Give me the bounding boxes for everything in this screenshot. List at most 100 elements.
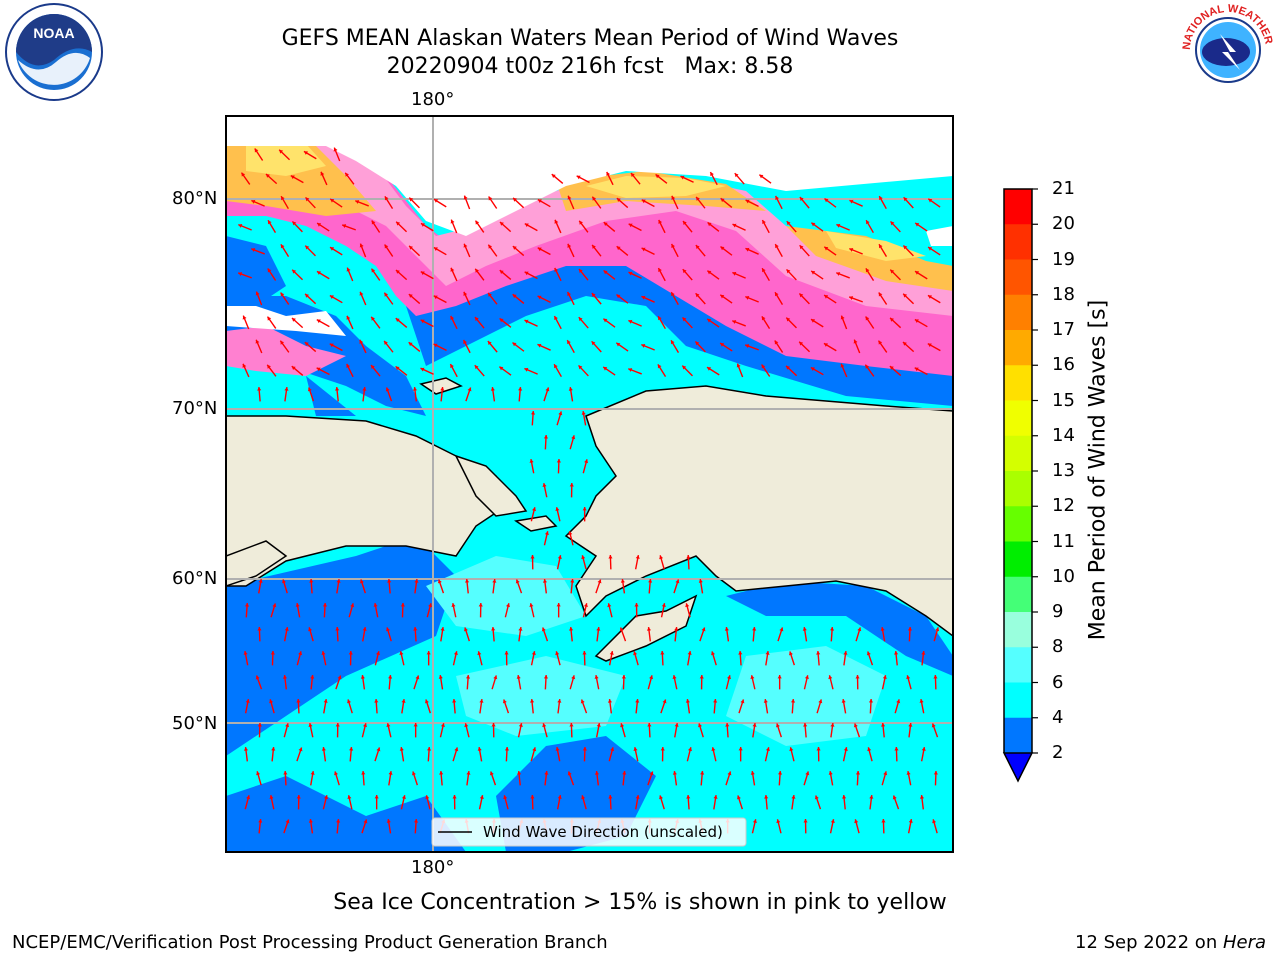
wave-direction-arrowhead: [591, 293, 596, 298]
wave-direction-arrowhead: [683, 221, 687, 225]
wave-direction-arrowhead: [373, 603, 378, 607]
wave-direction-arrowhead: [395, 269, 400, 274]
wave-direction-arrowhead: [279, 149, 284, 154]
wave-direction-arrowhead: [621, 675, 626, 679]
wave-direction-arrowhead: [280, 292, 285, 297]
wave-direction-arrowhead: [401, 795, 406, 800]
wave-direction-arrowhead: [896, 699, 901, 704]
wave-direction-arrowhead: [762, 220, 766, 225]
colorbar-tick-label: 20: [1052, 213, 1075, 235]
wave-direction-arrowhead: [836, 272, 841, 276]
wave-direction-arrowhead: [347, 699, 352, 704]
wave-direction-arrowhead: [789, 747, 794, 752]
wave-direction-arrowhead: [661, 603, 666, 607]
wave-direction-arrowhead: [387, 579, 392, 583]
wave-direction-arrowhead: [628, 319, 633, 324]
wave-direction-arrowhead: [571, 675, 576, 680]
wave-direction-arrowhead: [882, 675, 887, 679]
wave-direction-arrowhead: [700, 771, 705, 775]
wave-direction-arrowhead: [420, 319, 425, 324]
wave-direction-arrowhead: [840, 363, 845, 368]
wave-direction-arrowhead: [504, 651, 509, 655]
wave-direction-arrowhead: [682, 365, 687, 370]
wave-direction-arrowhead: [530, 699, 535, 703]
wave-direction-arrowhead: [707, 367, 712, 371]
wave-direction-arrowhead: [880, 627, 885, 631]
wave-direction-arrowhead: [841, 699, 846, 703]
wave-direction-arrowhead: [803, 819, 808, 823]
wave-direction-arrowhead: [736, 795, 741, 800]
colorbar-tick-label: 4: [1052, 706, 1064, 728]
wave-direction-arrowhead: [245, 699, 250, 703]
lon-label-top: 180°: [411, 89, 455, 110]
wave-direction-arrowhead: [775, 723, 780, 728]
wave-direction-arrowhead: [603, 318, 608, 323]
wave-direction-arrowhead: [296, 795, 301, 799]
wave-direction-arrowhead: [713, 795, 718, 799]
wave-direction-arrowhead: [467, 387, 472, 392]
wave-direction-arrowhead: [282, 579, 287, 584]
colorbar-tick-label: 12: [1052, 495, 1075, 517]
wave-direction-arrowhead: [620, 723, 625, 728]
wave-direction-arrowhead: [440, 387, 445, 391]
period-band-6-8: [426, 556, 886, 746]
wave-direction-arrowhead: [376, 747, 381, 752]
wave-direction-arrowhead: [881, 723, 886, 727]
wave-direction-arrowhead: [777, 771, 783, 775]
wave-direction-arrowhead: [537, 247, 542, 252]
wave-direction-arrowhead: [439, 771, 444, 775]
wave-direction-arrowhead: [329, 295, 334, 299]
wave-direction-arrowhead: [426, 747, 432, 751]
wave-direction-arrowhead: [271, 747, 276, 751]
wave-direction-arrowhead: [304, 342, 309, 346]
wave-direction-arrowhead: [371, 365, 375, 369]
wave-direction-arrowhead: [932, 819, 937, 824]
wave-direction-arrowhead: [499, 366, 504, 371]
wave-direction-arrowhead: [824, 295, 829, 299]
wave-direction-arrowhead: [513, 197, 517, 202]
wave-direction-arrowhead: [582, 651, 587, 655]
wave-direction-arrowhead: [894, 747, 899, 751]
wave-direction-arrowhead: [641, 344, 646, 348]
wave-direction-arrowhead: [359, 291, 364, 296]
wave-direction-arrowhead: [828, 771, 833, 775]
wave-direction-arrowhead: [568, 531, 573, 536]
wave-direction-arrowhead: [657, 364, 662, 369]
colorbar-segment: [1004, 717, 1032, 754]
wave-direction-arrowhead: [420, 223, 425, 227]
colorbar-segment: [1004, 471, 1032, 507]
wave-direction-arrowhead: [499, 270, 504, 274]
wave-direction-arrowhead: [707, 318, 712, 323]
wave-direction-arrowhead: [545, 387, 550, 392]
wave-direction-arrowhead: [734, 173, 739, 178]
colorbar-label: Mean Period of Wind Waves [s]: [1085, 299, 1111, 641]
wave-direction-arrowhead: [284, 387, 289, 391]
chart-title: GEFS MEAN Alaskan Waters Mean Period of …: [281, 26, 899, 51]
wave-direction-arrowhead: [567, 291, 571, 296]
wave-direction-arrowhead: [696, 196, 700, 201]
wave-direction-arrowhead: [334, 771, 339, 776]
wave-direction-arrowhead: [759, 174, 764, 179]
wave-direction-arrowhead: [687, 651, 692, 655]
wave-direction-arrowhead: [655, 174, 660, 179]
wave-direction-arrowhead: [542, 483, 547, 487]
wave-direction-arrowhead: [829, 627, 835, 631]
wave-direction-arrowhead: [502, 699, 507, 704]
wave-direction-arrowhead: [488, 196, 493, 201]
wave-direction-arrowhead: [241, 172, 246, 177]
wave-direction-arrowhead: [591, 341, 596, 346]
wave-direction-arrowhead: [554, 219, 559, 224]
wave-direction-arrowhead: [933, 675, 938, 679]
wave-direction-arrowhead: [242, 363, 247, 368]
wave-direction-arrowhead: [524, 367, 529, 372]
noaa-logo-text: NOAA: [33, 25, 74, 41]
wave-direction-arrowhead: [745, 199, 750, 204]
wave-direction-arrowhead: [329, 343, 334, 348]
wave-direction-arrowhead: [908, 819, 913, 823]
colorbar-segment: [1004, 294, 1032, 331]
wave-direction-arrowhead: [363, 723, 368, 728]
wave-direction-arrowhead: [492, 579, 497, 583]
wave-direction-arrowhead: [727, 771, 732, 776]
wave-direction-arrowhead: [280, 244, 285, 249]
wave-direction-arrowhead: [524, 271, 529, 276]
